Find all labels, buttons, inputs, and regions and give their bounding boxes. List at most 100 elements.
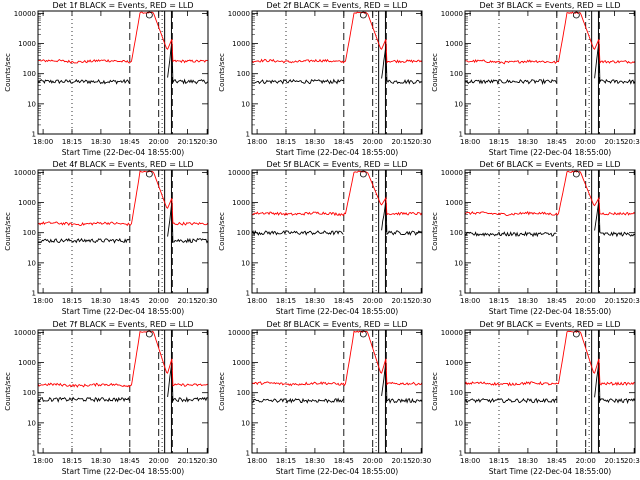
x-tick-label: 20:00 <box>576 457 596 465</box>
y-tick-label: 100 <box>23 229 36 237</box>
panel-4: Det 4f BLACK = Events, RED = LLD Counts/s… <box>4 160 217 316</box>
x-tick-label: 20:00 <box>576 138 596 146</box>
x-tick-label: 20:15 <box>178 457 198 465</box>
x-tick-label: 18:00 <box>33 297 53 305</box>
panel-title: Det 9f BLACK = Events, RED = LLD <box>479 320 620 329</box>
panel-2: Det 2f BLACK = Events, RED = LLD Counts/s… <box>218 1 431 157</box>
y-tick-label: 1000 <box>445 199 463 207</box>
x-tick-label: 18:00 <box>247 457 267 465</box>
y-tick-label: 10 <box>454 259 463 267</box>
x-tick-label: 18:00 <box>33 457 53 465</box>
y-tick-label: 10 <box>241 100 250 108</box>
x-tick-label: 18:30 <box>91 457 111 465</box>
y-tick-label: 10000 <box>228 169 250 177</box>
series-events <box>37 362 209 403</box>
plot-frame <box>37 329 209 454</box>
panel-title: Det 1f BLACK = Events, RED = LLD <box>52 1 193 10</box>
panel-title: Det 5f BLACK = Events, RED = LLD <box>266 160 407 169</box>
y-axis-label: Counts/sec <box>218 372 226 411</box>
x-tick-label: 18:00 <box>460 138 480 146</box>
x-tick-label: 18:45 <box>547 138 567 146</box>
x-tick-label: 18:45 <box>547 297 567 305</box>
y-axis-label: Counts/sec <box>218 53 226 92</box>
y-tick-label: 1 <box>32 131 36 139</box>
x-tick-label: 20:00 <box>363 457 383 465</box>
x-tick-label: 20:30 <box>624 457 640 465</box>
x-axis-label: Start Time (22-Dec-04 18:55:00) <box>62 307 184 316</box>
panel-3: Det 3f BLACK = Events, RED = LLD Counts/s… <box>431 1 640 157</box>
x-tick-label: 20:00 <box>149 138 169 146</box>
y-tick-label: 1000 <box>18 199 36 207</box>
y-tick-label: 10 <box>454 100 463 108</box>
x-tick-label: 20:15 <box>605 457 625 465</box>
peak-marker <box>572 170 580 178</box>
x-tick-label: 18:15 <box>489 297 509 305</box>
y-tick-label: 1 <box>459 131 463 139</box>
peak-marker <box>145 170 153 178</box>
x-axis-label: Start Time (22-Dec-04 18:55:00) <box>62 467 184 476</box>
x-tick-label: 18:00 <box>460 297 480 305</box>
panel-8: Det 8f BLACK = Events, RED = LLD Counts/s… <box>218 320 431 476</box>
series-lld <box>464 330 636 387</box>
x-tick-label: 18:15 <box>276 297 296 305</box>
y-axis-label: Counts/sec <box>4 372 12 411</box>
x-tick-label: 20:15 <box>605 297 625 305</box>
x-tick-label: 18:45 <box>120 457 140 465</box>
plot-frame <box>37 169 209 294</box>
x-tick-label: 18:00 <box>247 297 267 305</box>
x-tick-label: 18:30 <box>305 138 325 146</box>
x-tick-label: 20:30 <box>411 457 431 465</box>
peak-marker <box>572 11 580 19</box>
x-tick-label: 20:15 <box>392 457 412 465</box>
series-lld <box>464 170 636 217</box>
series-events <box>464 361 636 405</box>
plot-frame <box>464 10 636 135</box>
x-tick-label: 18:45 <box>334 457 354 465</box>
series-lld <box>251 170 423 217</box>
y-tick-label: 100 <box>237 70 250 78</box>
y-tick-label: 10000 <box>14 329 36 337</box>
y-tick-label: 10 <box>27 419 36 427</box>
y-tick-label: 10 <box>27 259 36 267</box>
plot-frame <box>251 169 423 294</box>
x-tick-label: 18:30 <box>305 297 325 305</box>
y-tick-label: 100 <box>450 229 463 237</box>
series-lld <box>251 330 423 387</box>
y-tick-label: 10 <box>241 259 250 267</box>
x-tick-label: 20:00 <box>576 297 596 305</box>
series-events <box>464 42 636 86</box>
series-events <box>38 201 209 244</box>
series-events <box>37 41 209 85</box>
y-tick-label: 10000 <box>441 169 463 177</box>
y-tick-label: 100 <box>450 70 463 78</box>
panel-9: Det 9f BLACK = Events, RED = LLD Counts/s… <box>431 320 640 476</box>
panel-1: Det 1f BLACK = Events, RED = LLD Counts/s… <box>4 1 217 157</box>
plot-frame <box>37 10 209 135</box>
x-tick-label: 18:15 <box>62 297 82 305</box>
y-axis-label: Counts/sec <box>431 372 439 411</box>
y-axis-label: Counts/sec <box>431 53 439 92</box>
x-axis-label: Start Time (22-Dec-04 18:55:00) <box>62 148 184 157</box>
y-tick-label: 10000 <box>228 10 250 18</box>
y-tick-label: 10000 <box>14 169 36 177</box>
x-tick-label: 18:30 <box>518 457 538 465</box>
series-events <box>251 45 423 85</box>
y-tick-label: 10 <box>454 419 463 427</box>
y-tick-label: 10000 <box>14 10 36 18</box>
x-tick-label: 20:15 <box>605 138 625 146</box>
y-axis-label: Counts/sec <box>4 53 12 92</box>
plot-frame <box>251 329 423 454</box>
y-tick-label: 1000 <box>18 359 36 367</box>
x-tick-label: 18:00 <box>247 138 267 146</box>
peak-marker <box>145 330 153 338</box>
plot-frame <box>251 10 423 135</box>
y-tick-label: 10000 <box>228 329 250 337</box>
x-axis-label: Start Time (22-Dec-04 18:55:00) <box>489 307 611 316</box>
x-tick-label: 20:15 <box>392 138 412 146</box>
x-tick-label: 18:30 <box>518 297 538 305</box>
x-axis-label: Start Time (22-Dec-04 18:55:00) <box>489 148 611 157</box>
panel-title: Det 7f BLACK = Events, RED = LLD <box>52 320 193 329</box>
series-events <box>251 200 423 237</box>
x-tick-label: 18:15 <box>276 457 296 465</box>
y-tick-label: 10 <box>241 419 250 427</box>
